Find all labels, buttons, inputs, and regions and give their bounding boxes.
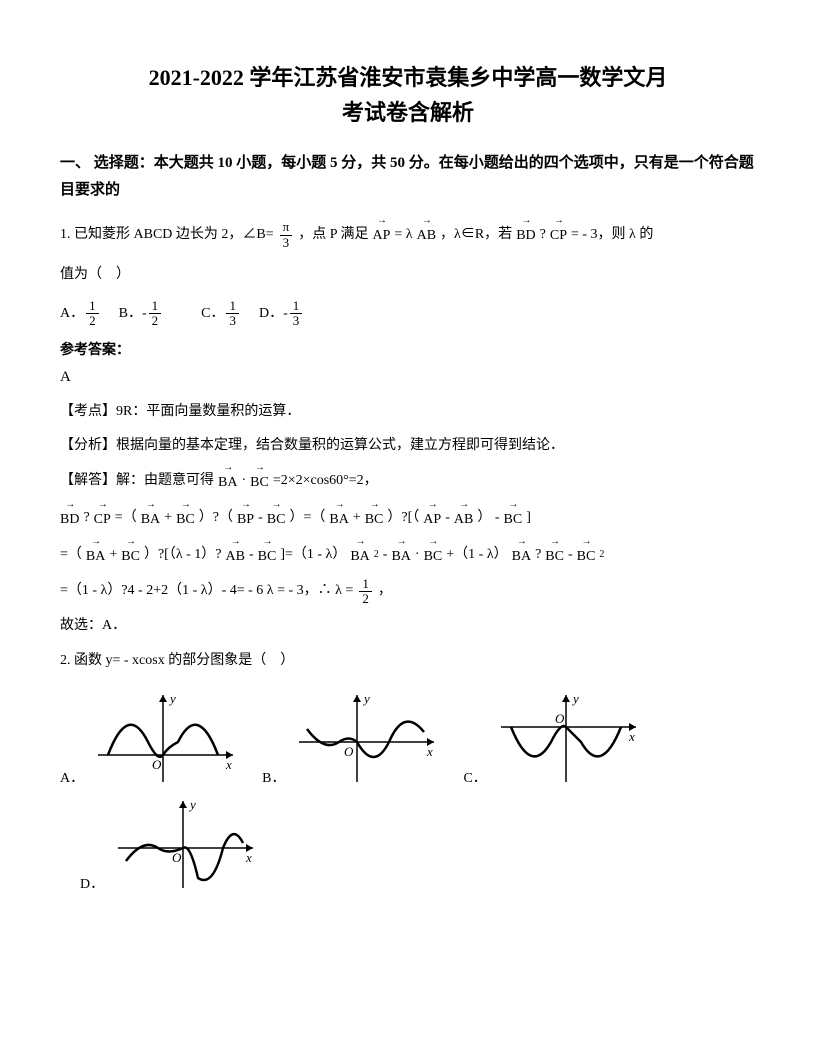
option-c: C． 1 3 [201, 299, 241, 329]
option-d-frac: 1 3 [290, 299, 303, 329]
lambda-frac: 1 2 [359, 577, 372, 607]
option-b: B．- 1 2 [119, 299, 164, 329]
graph-option-a: A． y x O [60, 687, 238, 787]
svg-text:y: y [188, 797, 196, 812]
svg-text:O: O [344, 744, 354, 759]
option-d: D．- 1 3 [259, 299, 304, 329]
option-a: A． 1 2 [60, 299, 101, 329]
explain-topic: 【考点】9R：平面向量数量积的运算． [60, 398, 756, 426]
option-c-frac: 1 3 [226, 299, 239, 329]
graph-option-d: D． y x O [80, 793, 258, 893]
q1-mid3: ，λ∈R，若 [440, 220, 512, 251]
svg-text:x: x [426, 744, 433, 759]
explain-conclusion: 故选：A． [60, 612, 756, 640]
svg-text:x: x [628, 729, 635, 744]
explain-solution-2: BD ? CP =（ BA + BC ）?（ BP - BC ）=（ BA + … [60, 503, 756, 534]
graph-c-box: y x O [491, 687, 641, 787]
graph-option-b: B． y x O [262, 687, 439, 787]
q1-mid2: = λ [394, 220, 412, 251]
q1-options: A． 1 2 B．- 1 2 C． 1 3 D．- 1 3 [60, 299, 756, 329]
svg-text:y: y [571, 691, 579, 706]
title-line-1: 2021-2022 学年江苏省淮安市袁集乡中学高一数学文月 [60, 60, 756, 95]
question-1-line-1: 1. 已知菱形 ABCD 边长为 2，∠B= π 3 ，点 P 满足 AP = … [60, 218, 756, 252]
svg-text:O: O [555, 711, 565, 726]
q1-mid4: ? [540, 220, 546, 251]
axis-x-label: x [225, 757, 232, 772]
explain-solution-3: =（ BA + BC ）?[（λ - 1）? AB - BC ]=（1 - λ）… [60, 540, 756, 571]
question-1-line-2: 值为（ ） [60, 260, 756, 291]
q2-graphs-row-1: A． y x O B． y x [60, 687, 756, 787]
origin-label: O [152, 757, 162, 772]
q1-angle-frac: π 3 [280, 220, 293, 250]
answer-value: A [60, 369, 756, 386]
vector-cp: CP [550, 218, 567, 252]
q1-mid1: ，点 P 满足 [298, 220, 368, 251]
graph-option-c: C． y x O [463, 687, 640, 787]
axis-y-label: y [168, 691, 176, 706]
svg-text:O: O [172, 850, 182, 865]
q1-prefix: 1. 已知菱形 ABCD 边长为 2，∠B= [60, 220, 274, 251]
answer-label: 参考答案： [60, 339, 756, 359]
svg-text:y: y [362, 691, 370, 706]
vector-bd: BD [516, 218, 535, 252]
page-title: 2021-2022 学年江苏省淮安市袁集乡中学高一数学文月 考试卷含解析 [60, 60, 756, 130]
vector-ap: AP [373, 218, 391, 252]
question-2-text: 2. 函数 y= - xcosx 的部分图象是（ ） [60, 646, 756, 677]
explain-analysis: 【分析】根据向量的基本定理，结合数量积的运算公式，建立方程即可得到结论． [60, 432, 756, 460]
vector-ba: BA [218, 466, 237, 497]
option-a-frac: 1 2 [86, 299, 99, 329]
explain-solution-1: 【解答】解：由题意可得 BA · BC =2×2×cos60°=2， [60, 466, 756, 497]
vector-bc: BC [250, 466, 269, 497]
graph-b-box: y x O [289, 687, 439, 787]
section-1-header: 一、 选择题：本大题共 10 小题，每小题 5 分，共 50 分。在每小题给出的… [60, 150, 756, 204]
title-line-2: 考试卷含解析 [60, 95, 756, 130]
q1-mid5: = - 3，则 λ 的 [571, 220, 653, 251]
explain-solution-4: =（1 - λ）?4 - 2+2（1 - λ）- 4= - 6 λ = - 3，… [60, 577, 756, 607]
q2-graphs-row-2: D． y x O [60, 793, 756, 893]
svg-text:x: x [245, 850, 252, 865]
vector-ab: AB [417, 218, 436, 252]
graph-a-box: y x O [88, 687, 238, 787]
graph-d-box: y x O [108, 793, 258, 893]
option-b-frac: 1 2 [149, 299, 162, 329]
